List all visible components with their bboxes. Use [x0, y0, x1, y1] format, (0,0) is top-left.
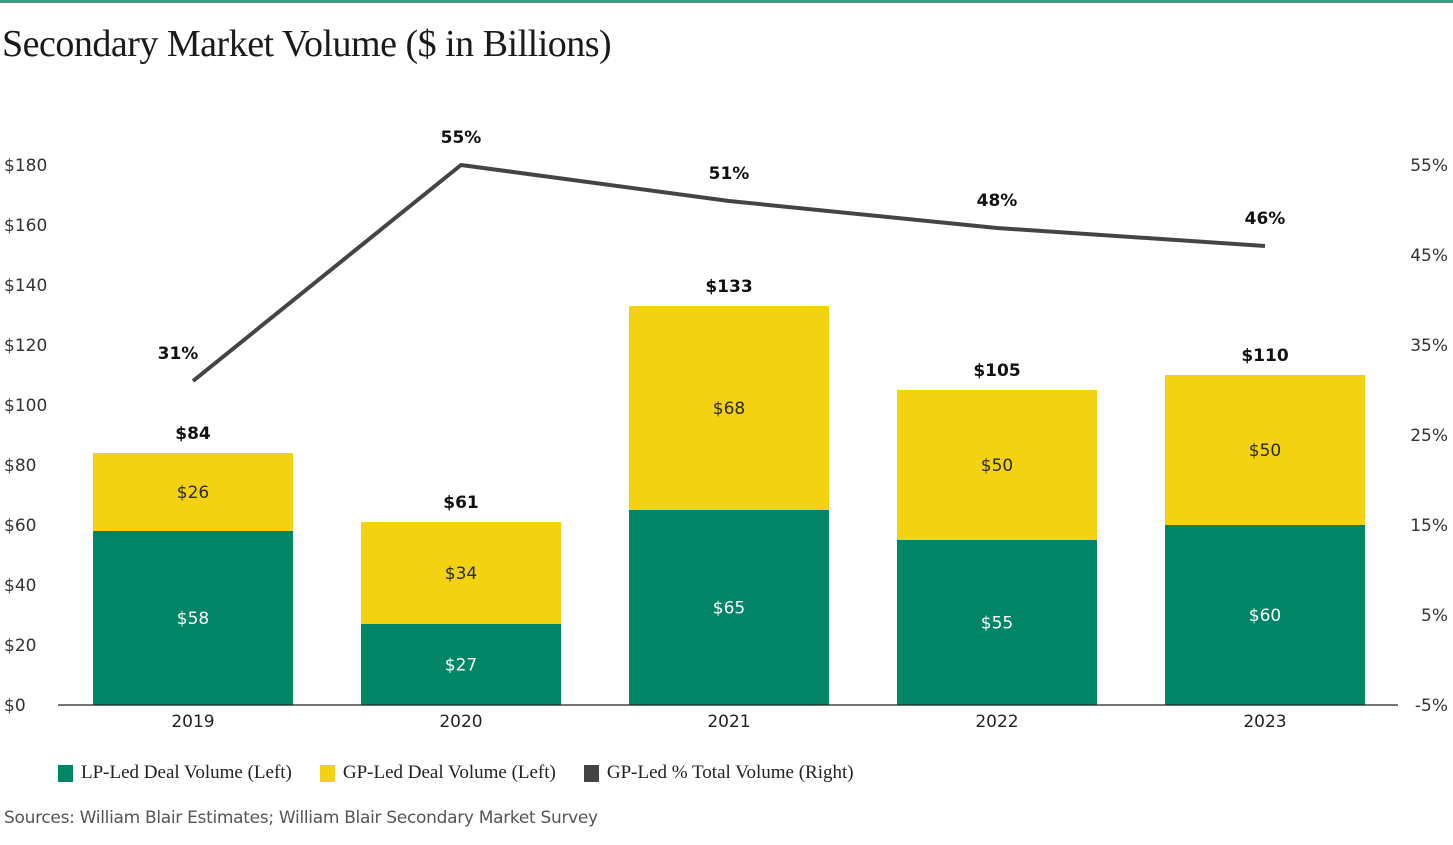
- line-label-gp-led-pct-2019: 31%: [158, 344, 199, 364]
- x-axis-tick-label: 2019: [171, 712, 214, 732]
- chart-plot: $0 $20 $40 $60 $80 $100 $120 $140 $160 $180 -5% 5% 1…: [4, 128, 1448, 732]
- bar-label-lp-led-2020: $27: [445, 656, 477, 676]
- bar-label-gp-led-2020: $34: [445, 564, 477, 584]
- left-axis-tick-label: $0: [4, 696, 26, 716]
- bar-label-gp-led-2023: $50: [1249, 441, 1281, 461]
- line-label-gp-led-pct-2021: 51%: [709, 164, 750, 184]
- right-axis-tick-label: 35%: [1410, 336, 1448, 356]
- bar-total-label-2019: $84: [175, 424, 211, 444]
- bar-lp-led-2020: [361, 624, 561, 705]
- legend-item-gp-led: GP-Led Deal Volume (Left): [319, 762, 556, 784]
- bar-total-label-2021: $133: [705, 277, 752, 297]
- legend: LP-Led Deal Volume (Left) GP-Led Deal Vo…: [58, 762, 854, 784]
- x-axis-tick-label: 2022: [975, 712, 1018, 732]
- legend-swatch-gp-led: [319, 764, 335, 782]
- x-axis-tick-label: 2021: [707, 712, 750, 732]
- left-axis-tick-label: $60: [4, 516, 36, 536]
- right-axis-tick-label: 25%: [1410, 426, 1448, 446]
- bar-lp-led-2019: [93, 531, 293, 705]
- legend-item-gp-pct: GP-Led % Total Volume (Right): [583, 762, 854, 784]
- bar-gp-led-2023: [1165, 375, 1365, 525]
- bar-label-gp-led-2021: $68: [713, 399, 745, 419]
- line-label-gp-led-pct-2020: 55%: [441, 128, 482, 148]
- left-axis-tick-label: $120: [4, 336, 47, 356]
- bar-lp-led-2021: [629, 510, 829, 705]
- line-label-gp-led-pct-2022: 48%: [977, 191, 1018, 211]
- bar-total-label-2023: $110: [1241, 346, 1288, 366]
- line-label-gp-led-pct-2023: 46%: [1245, 209, 1286, 229]
- x-axis-tick-label: 2020: [439, 712, 482, 732]
- bar-gp-led-2021: [629, 306, 829, 510]
- bar-label-gp-led-2022: $50: [981, 456, 1013, 476]
- bar-lp-led-2022: [897, 540, 1097, 705]
- legend-item-lp-led: LP-Led Deal Volume (Left): [58, 762, 292, 784]
- chart-title: Secondary Market Volume ($ in Billions): [2, 23, 612, 65]
- left-axis-tick-label: $40: [4, 576, 36, 596]
- source-note: Sources: William Blair Estimates; Willia…: [4, 808, 598, 828]
- bar-gp-led-2022: [897, 390, 1097, 540]
- right-axis-tick-label: 45%: [1410, 246, 1448, 266]
- left-axis-tick-label: $80: [4, 456, 36, 476]
- bar-total-label-2022: $105: [973, 361, 1020, 381]
- bar-lp-led-2023: [1165, 525, 1365, 705]
- left-axis-tick-label: $180: [4, 156, 47, 176]
- left-axis-tick-label: $160: [4, 216, 47, 236]
- right-axis-tick-label: 55%: [1410, 156, 1448, 176]
- bar-gp-led-2019: [93, 453, 293, 531]
- right-axis-tick-label: 15%: [1410, 516, 1448, 536]
- left-axis-tick-label: $20: [4, 636, 36, 656]
- x-axis-tick-label: 2023: [1243, 712, 1286, 732]
- bar-gp-led-2020: [361, 522, 561, 624]
- legend-swatch-lp-led: [58, 764, 73, 782]
- bar-label-lp-led-2022: $55: [981, 614, 1013, 634]
- legend-swatch-gp-pct: [583, 764, 599, 782]
- legend-label-lp-led: LP-Led Deal Volume (Left): [81, 762, 292, 783]
- left-axis-tick-label: $140: [4, 276, 47, 296]
- legend-label-gp-led: GP-Led Deal Volume (Left): [342, 762, 556, 783]
- left-axis-tick-label: $100: [4, 396, 47, 416]
- legend-label-gp-pct: GP-Led % Total Volume (Right): [606, 762, 854, 783]
- right-axis-tick-label: 5%: [1421, 606, 1448, 626]
- right-axis-tick-label: -5%: [1415, 696, 1448, 716]
- bar-total-label-2020: $61: [443, 493, 479, 513]
- bar-label-lp-led-2023: $60: [1249, 606, 1281, 626]
- bar-label-lp-led-2021: $65: [713, 599, 745, 619]
- bar-label-gp-led-2019: $26: [177, 483, 209, 503]
- top-rule: [0, 0, 1453, 3]
- bar-label-lp-led-2019: $58: [177, 609, 209, 629]
